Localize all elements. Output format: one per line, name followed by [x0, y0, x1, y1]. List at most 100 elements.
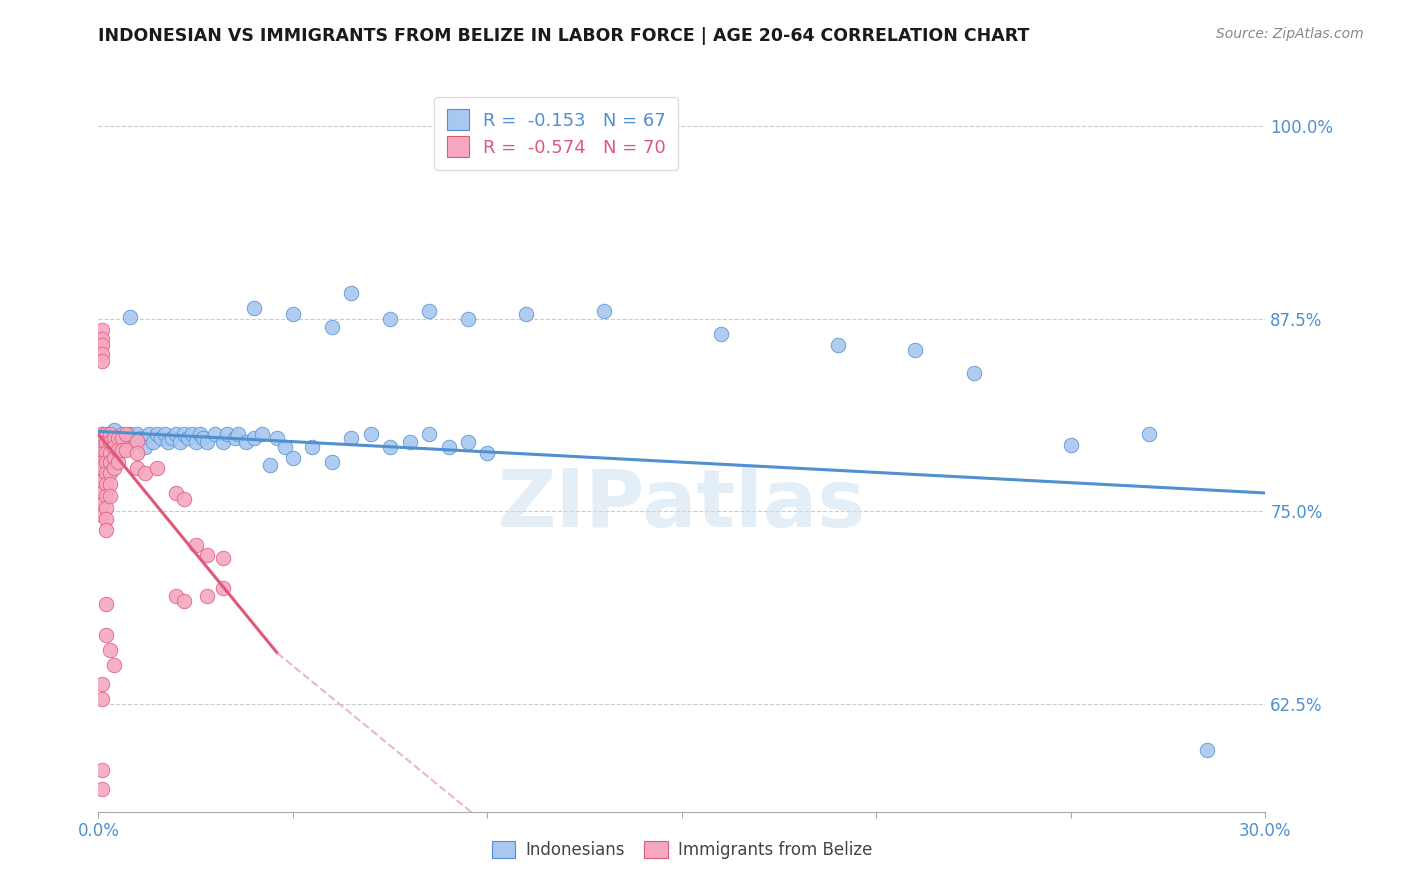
Point	[134, 466, 156, 480]
Point	[593, 304, 616, 318]
Point	[193, 431, 215, 445]
Point	[418, 304, 440, 318]
Point	[103, 423, 125, 437]
Point	[98, 455, 121, 469]
Point	[378, 440, 402, 454]
Point	[91, 435, 114, 450]
Point	[1060, 438, 1083, 452]
Point	[457, 312, 479, 326]
Point	[96, 427, 118, 442]
Point	[91, 692, 114, 706]
Point	[243, 301, 266, 315]
Point	[437, 440, 460, 454]
Point	[710, 327, 733, 342]
Point	[281, 307, 304, 321]
Point	[398, 435, 420, 450]
Point	[107, 442, 129, 457]
Point	[153, 427, 176, 442]
Point	[91, 427, 114, 442]
Point	[259, 458, 281, 473]
Point	[204, 427, 226, 442]
Point	[340, 431, 363, 445]
Text: INDONESIAN VS IMMIGRANTS FROM BELIZE IN LABOR FORCE | AGE 20-64 CORRELATION CHAR: INDONESIAN VS IMMIGRANTS FROM BELIZE IN …	[98, 27, 1029, 45]
Point	[129, 431, 152, 445]
Point	[165, 427, 187, 442]
Point	[1195, 743, 1218, 757]
Point	[114, 427, 136, 442]
Point	[91, 347, 114, 361]
Point	[177, 431, 200, 445]
Point	[281, 450, 304, 465]
Point	[107, 455, 129, 469]
Point	[138, 427, 160, 442]
Point	[146, 461, 169, 475]
Point	[91, 332, 114, 346]
Point	[103, 431, 125, 445]
Point	[215, 427, 238, 442]
Point	[98, 435, 121, 450]
Point	[146, 427, 169, 442]
Point	[157, 435, 180, 450]
Point	[103, 450, 125, 465]
Point	[321, 319, 343, 334]
Point	[98, 431, 121, 445]
Point	[360, 427, 382, 442]
Point	[91, 323, 114, 337]
Point	[134, 440, 156, 454]
Point	[91, 497, 114, 511]
Point	[114, 442, 136, 457]
Point	[173, 593, 195, 607]
Point	[98, 476, 121, 491]
Point	[103, 461, 125, 475]
Point	[107, 431, 129, 445]
Point	[904, 343, 927, 357]
Point	[243, 431, 266, 445]
Point	[378, 312, 402, 326]
Point	[149, 431, 172, 445]
Point	[114, 431, 136, 445]
Text: ZIPatlas: ZIPatlas	[498, 466, 866, 543]
Point	[162, 431, 184, 445]
Point	[91, 440, 114, 454]
Point	[91, 446, 114, 460]
Point	[212, 582, 235, 596]
Point	[224, 431, 246, 445]
Point	[122, 435, 145, 450]
Point	[127, 461, 149, 475]
Point	[111, 431, 134, 445]
Point	[107, 435, 129, 450]
Point	[98, 643, 121, 657]
Point	[91, 353, 114, 368]
Point	[165, 589, 187, 603]
Point	[96, 440, 118, 454]
Point	[103, 658, 125, 673]
Point	[91, 338, 114, 352]
Point	[1137, 427, 1160, 442]
Point	[91, 486, 114, 500]
Point	[96, 597, 118, 611]
Legend: Indonesians, Immigrants from Belize: Indonesians, Immigrants from Belize	[485, 834, 879, 865]
Point	[962, 366, 984, 380]
Point	[96, 501, 118, 516]
Point	[184, 435, 207, 450]
Point	[340, 285, 363, 300]
Point	[180, 427, 202, 442]
Point	[91, 508, 114, 522]
Point	[96, 455, 118, 469]
Point	[91, 427, 114, 442]
Point	[127, 446, 149, 460]
Point	[142, 435, 165, 450]
Point	[96, 446, 118, 460]
Point	[96, 466, 118, 480]
Point	[235, 435, 257, 450]
Point	[418, 427, 440, 442]
Point	[91, 677, 114, 691]
Point	[228, 427, 250, 442]
Point	[91, 455, 114, 469]
Point	[118, 310, 141, 325]
Point	[173, 427, 195, 442]
Point	[212, 550, 235, 565]
Point	[165, 486, 187, 500]
Point	[96, 476, 118, 491]
Point	[266, 431, 288, 445]
